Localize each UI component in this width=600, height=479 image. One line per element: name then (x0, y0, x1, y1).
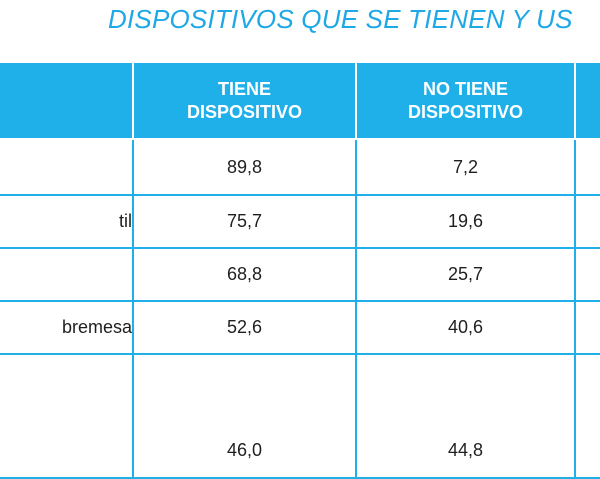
cell-tiene: 68,8 (132, 248, 357, 302)
cell-no-tiene: 25,7 (355, 248, 576, 302)
cell-tiene: 75,7 (132, 195, 357, 249)
cell-no-tiene: 7,2 (355, 138, 576, 196)
cell-extra (574, 138, 600, 196)
header-tiene-dispositivo: TIENE DISPOSITIVO (132, 63, 357, 140)
row-label (0, 138, 134, 196)
cell-tiene: 46,0 (132, 354, 357, 479)
cell-extra (574, 195, 600, 249)
header-device (0, 63, 134, 140)
header-no-tiene-dispositivo: NO TIENE DISPOSITIVO (355, 63, 576, 140)
devices-table: TIENE DISPOSITIVO NO TIENE DISPOSITIVO 89,… (0, 63, 600, 479)
cell-tiene: 52,6 (132, 301, 357, 355)
page-title: DISPOSITIVOS QUE SE TIENEN Y US (108, 4, 573, 34)
row-label-text: bremesa (61, 317, 132, 337)
cell-no-tiene: 19,6 (355, 195, 576, 249)
row-label (0, 248, 134, 302)
cell-extra (574, 301, 600, 355)
row-label: bremesa (0, 301, 134, 355)
table-row: 46,0 44,8 (0, 354, 600, 479)
table-row: bremesa 52,6 40,6 (0, 301, 600, 355)
row-label: til (0, 195, 134, 249)
header-extra (574, 63, 600, 140)
cell-no-tiene: 40,6 (355, 301, 576, 355)
cell-extra (574, 248, 600, 302)
row-label (0, 354, 134, 479)
table-row: 89,8 7,2 (0, 138, 600, 196)
cell-tiene: 89,8 (132, 138, 357, 196)
cell-extra (574, 354, 600, 479)
table-row: 68,8 25,7 (0, 248, 600, 302)
cell-no-tiene: 44,8 (355, 354, 576, 479)
table-row: til 75,7 19,6 (0, 195, 600, 249)
table-header-row: TIENE DISPOSITIVO NO TIENE DISPOSITIVO (0, 63, 600, 140)
row-label-text: til (119, 211, 132, 231)
